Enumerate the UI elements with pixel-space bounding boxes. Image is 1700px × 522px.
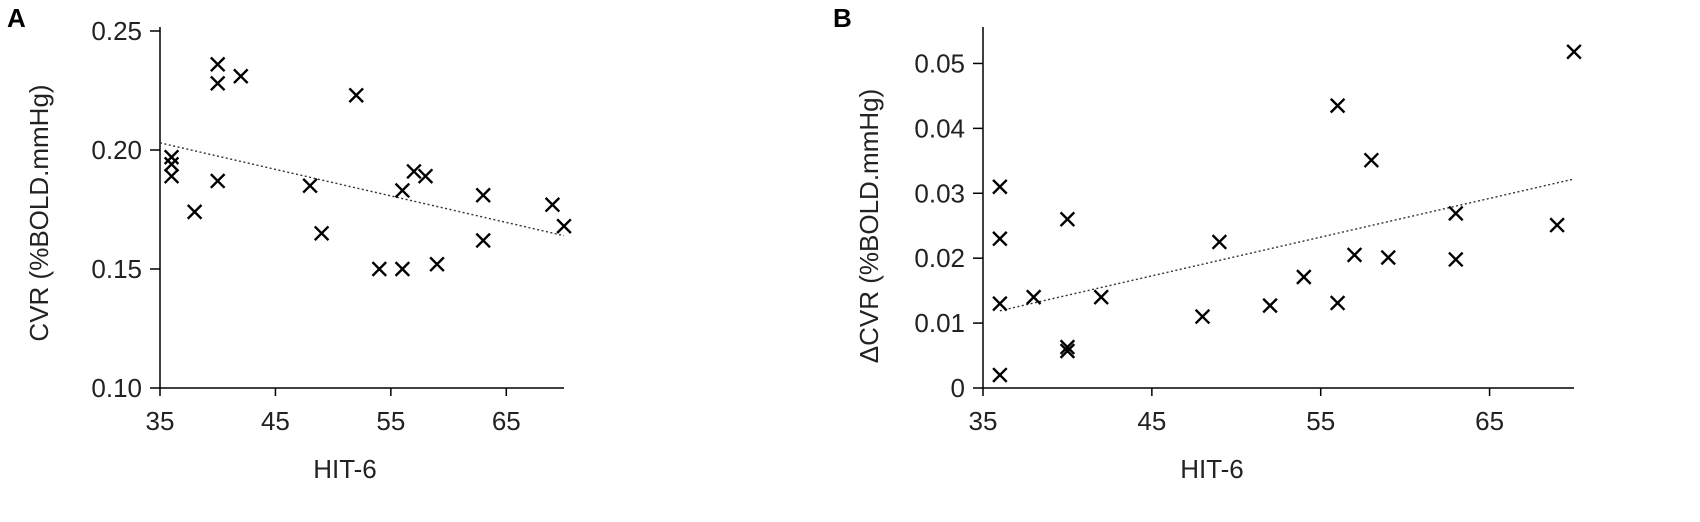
data-point-marker <box>371 261 388 277</box>
data-point-marker <box>1296 269 1312 285</box>
data-point-marker <box>1059 339 1076 355</box>
data-point-marker <box>992 367 1008 383</box>
panel-b-points <box>992 44 1582 383</box>
data-point-marker <box>1566 44 1582 60</box>
panel-a-trendline-path <box>159 142 565 237</box>
panel-b-x-tick-label: 55 <box>1306 406 1335 436</box>
panel-a-x-tick-label: 45 <box>261 406 290 436</box>
data-point-marker <box>1363 152 1380 168</box>
panel-b-ticks: 35 45 55 65 0 0.01 0.02 0.03 0.04 0.05 <box>914 48 1504 436</box>
data-point-marker <box>210 75 226 92</box>
panel-b-y-tick-label: 0.01 <box>914 308 965 338</box>
data-point-marker <box>233 68 249 84</box>
data-point-marker <box>163 168 180 184</box>
panel-b-x-tick-label: 65 <box>1475 406 1504 436</box>
data-point-marker <box>1346 247 1363 263</box>
panel-b-y-tick-label: 0.04 <box>914 113 965 143</box>
panel-b-x-tick-label: 35 <box>969 406 998 436</box>
panel-a-y-tick-label: 0.10 <box>91 373 142 403</box>
data-point-marker <box>1262 297 1278 314</box>
panel-b-y-tick-label: 0.05 <box>914 48 965 78</box>
data-point-marker <box>210 56 226 73</box>
panel-label-a: A <box>7 3 26 33</box>
data-point-marker <box>406 163 422 180</box>
panel-b-trendline <box>999 178 1575 312</box>
data-point-marker <box>1549 217 1565 233</box>
data-point-marker <box>1059 211 1076 227</box>
panel-a-x-tick-label: 35 <box>146 406 175 436</box>
data-point-marker <box>1211 234 1228 250</box>
data-point-marker <box>348 87 364 103</box>
panel-a: A 35 45 55 65 0.10 0.15 0.20 0.25 HIT-6 CVR (%B… <box>7 3 572 484</box>
data-point-marker <box>1093 289 1109 305</box>
panel-label-b: B <box>833 3 852 33</box>
data-point-marker <box>992 231 1008 247</box>
data-point-marker <box>1025 289 1042 305</box>
panel-a-x-tick-label: 55 <box>376 406 405 436</box>
data-point-marker <box>992 179 1008 195</box>
data-point-marker <box>1448 205 1464 222</box>
panel-b-y-tick-label: 0.03 <box>914 178 965 208</box>
data-point-marker <box>1448 251 1464 268</box>
data-point-marker <box>163 156 180 172</box>
panel-a-x-tick-label: 65 <box>492 406 521 436</box>
data-point-marker <box>417 168 434 184</box>
panel-a-y-tick-label: 0.20 <box>91 135 142 165</box>
data-point-marker <box>210 173 226 189</box>
panel-b-x-axis-title: HIT-6 <box>1180 454 1244 484</box>
panel-b-y-tick-label: 0.02 <box>914 243 965 273</box>
data-point-marker <box>475 187 491 203</box>
panel-b-x-tick-label: 45 <box>1137 406 1166 436</box>
panel-a-y-tick-label: 0.25 <box>91 16 142 46</box>
data-point-marker <box>556 218 572 234</box>
data-point-marker <box>302 178 318 194</box>
panel-a-ticks: 35 45 55 65 0.10 0.15 0.20 0.25 <box>91 16 520 436</box>
panel-a-axes <box>159 27 564 389</box>
panel-a-x-axis-title: HIT-6 <box>313 454 377 484</box>
data-point-marker <box>992 295 1008 312</box>
panel-b-y-tick-label: 0 <box>951 373 965 403</box>
data-point-marker <box>429 256 445 272</box>
data-point-marker <box>1329 295 1346 311</box>
data-point-marker <box>475 232 491 249</box>
data-point-marker <box>313 225 330 241</box>
panel-b-trendline-path <box>999 178 1575 312</box>
panel-a-y-tick-label: 0.15 <box>91 254 142 284</box>
panel-a-y-axis-title: CVR (%BOLD.mmHg) <box>24 84 54 341</box>
data-point-marker <box>394 182 411 199</box>
panel-a-trendline <box>159 142 565 237</box>
data-point-marker <box>394 261 411 277</box>
data-point-marker <box>186 204 203 220</box>
data-point-marker <box>544 197 561 213</box>
data-point-marker <box>1059 343 1076 359</box>
panel-b: B 35 45 55 65 0 0.01 0.02 0.03 0.04 0.05 HIT-6 ΔC… <box>833 3 1582 484</box>
panel-b-axes <box>982 27 1574 389</box>
data-point-marker <box>1329 97 1346 114</box>
data-point-marker <box>1194 308 1211 325</box>
panel-a-points <box>163 56 572 277</box>
data-point-marker <box>1380 249 1396 266</box>
panel-b-y-axis-title: ΔCVR (%BOLD.mmHg) <box>854 89 884 364</box>
